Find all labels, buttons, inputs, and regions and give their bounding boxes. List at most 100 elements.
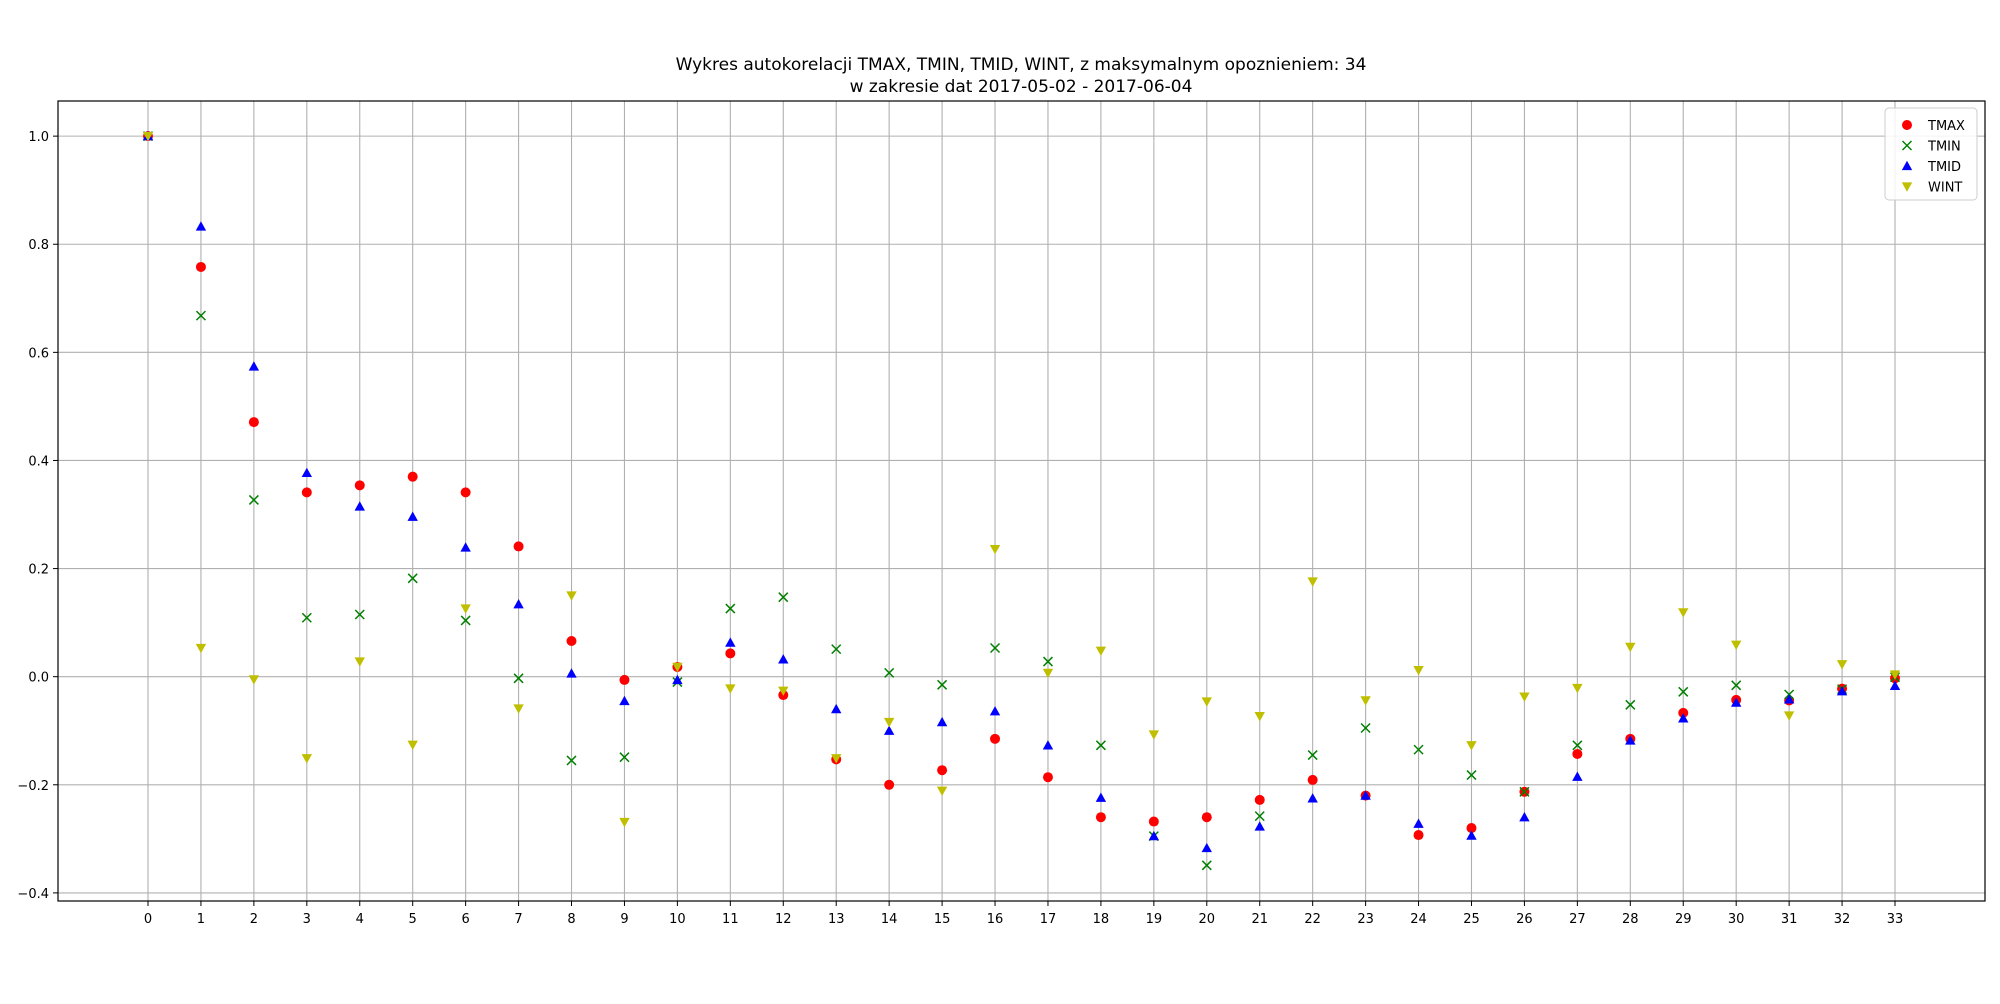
x-tick-label: 17 bbox=[1040, 912, 1057, 927]
data-point-tmax bbox=[990, 733, 1001, 744]
data-point-tmin bbox=[195, 310, 206, 321]
x-tick-label: 33 bbox=[1887, 912, 1904, 927]
legend-entry: TMIN bbox=[1901, 140, 1961, 155]
legend-box bbox=[1884, 107, 1978, 201]
data-point-wint bbox=[566, 591, 577, 601]
data-point-tmin bbox=[619, 752, 630, 763]
x-tick-label: 15 bbox=[934, 912, 951, 927]
data-point-tmid bbox=[1519, 812, 1530, 822]
plot-frame bbox=[57, 100, 1986, 902]
data-point-wint bbox=[1519, 692, 1530, 702]
legend-entry: TMID bbox=[1901, 160, 1961, 175]
data-point-tmid bbox=[1201, 842, 1212, 853]
data-point-wint bbox=[1889, 670, 1901, 680]
series-tmax bbox=[142, 131, 1901, 841]
data-point-wint bbox=[1148, 730, 1160, 740]
data-point-tmid bbox=[1836, 686, 1848, 696]
data-point-tmax bbox=[195, 261, 206, 272]
data-point-wint bbox=[1572, 683, 1583, 694]
data-point-tmax bbox=[937, 765, 948, 776]
x-tick-label: 28 bbox=[1622, 912, 1639, 927]
data-point-wint bbox=[513, 704, 524, 714]
legend-label: TMIN bbox=[1927, 140, 1961, 155]
data-point-tmin bbox=[1360, 722, 1371, 734]
x-tick-label: 31 bbox=[1781, 912, 1798, 927]
x-tick-label: 19 bbox=[1146, 912, 1163, 927]
data-point-wint bbox=[1307, 577, 1318, 587]
x-tick-label: 1 bbox=[197, 912, 205, 927]
data-point-wint bbox=[195, 643, 207, 654]
x-tick-label: 11 bbox=[722, 912, 739, 927]
legend-label: TMID bbox=[1927, 160, 1961, 175]
y-tick-label: 1.0 bbox=[28, 130, 49, 145]
data-point-tmin bbox=[989, 642, 1001, 654]
data-point-tmid bbox=[354, 501, 365, 511]
data-point-tmax bbox=[407, 471, 418, 482]
data-point-wint bbox=[301, 754, 313, 764]
x-tick-label: 32 bbox=[1834, 912, 1851, 927]
x-tick-label: 26 bbox=[1516, 912, 1533, 927]
x-tick-label: 2 bbox=[250, 912, 258, 927]
data-point-tmid bbox=[778, 654, 789, 664]
data-point-wint bbox=[1042, 668, 1054, 679]
data-point-tmax bbox=[884, 779, 895, 790]
legend-label: WINT bbox=[1928, 181, 1962, 196]
data-point-tmax bbox=[1678, 707, 1689, 718]
y-tick-label: 0.4 bbox=[28, 454, 49, 469]
data-point-tmin bbox=[778, 592, 789, 603]
data-point-tmid bbox=[989, 706, 1001, 716]
data-point-tmin bbox=[884, 667, 895, 678]
data-point-tmid bbox=[1466, 830, 1477, 840]
data-point-tmin bbox=[1466, 770, 1477, 781]
x-tick-label: 0 bbox=[144, 912, 152, 927]
data-point-tmax bbox=[619, 674, 630, 685]
data-point-tmin bbox=[566, 755, 577, 766]
x-tick-label: 21 bbox=[1251, 912, 1268, 927]
data-point-wint bbox=[1783, 711, 1795, 721]
data-point-tmax bbox=[1201, 812, 1212, 823]
y-tick-label: 0.6 bbox=[28, 346, 49, 361]
data-point-tmax bbox=[301, 487, 312, 498]
data-point-wint bbox=[1360, 696, 1371, 706]
x-tick-label: 4 bbox=[356, 912, 364, 927]
data-point-tmin bbox=[407, 573, 418, 584]
data-point-tmax bbox=[725, 648, 736, 659]
x-tick-label: 24 bbox=[1410, 912, 1427, 927]
grid bbox=[58, 101, 1985, 901]
data-point-tmax bbox=[566, 636, 577, 646]
data-point-tmin bbox=[937, 679, 948, 690]
x-tick-label: 18 bbox=[1093, 912, 1110, 927]
x-tick-label: 29 bbox=[1675, 912, 1692, 927]
data-point-tmid bbox=[831, 703, 842, 714]
data-point-tmin bbox=[1572, 740, 1583, 751]
data-point-tmid bbox=[1783, 694, 1795, 704]
x-tick-label: 27 bbox=[1569, 912, 1586, 927]
legend-entry: WINT bbox=[1901, 181, 1962, 196]
legend-marker bbox=[1901, 160, 1913, 171]
x-tick-label: 16 bbox=[987, 912, 1004, 927]
data-point-tmid bbox=[1095, 792, 1107, 802]
x-tick-label: 10 bbox=[669, 912, 686, 927]
legend-marker bbox=[1901, 182, 1913, 192]
y-tick-label: 0.8 bbox=[28, 238, 49, 253]
data-point-wint bbox=[831, 754, 842, 764]
data-point-tmid bbox=[195, 221, 207, 231]
data-point-tmin bbox=[301, 612, 312, 623]
data-point-tmin bbox=[831, 644, 842, 655]
data-point-tmid bbox=[619, 695, 630, 706]
series-wint bbox=[142, 131, 1901, 828]
data-marks bbox=[142, 130, 1901, 871]
data-point-tmid bbox=[1148, 830, 1160, 841]
data-point-tmid bbox=[1572, 771, 1583, 781]
data-point-tmid bbox=[1889, 680, 1901, 691]
x-tick-label: 22 bbox=[1304, 912, 1321, 927]
data-point-wint bbox=[1413, 666, 1424, 676]
x-tick-label: 3 bbox=[303, 912, 311, 927]
data-point-wint bbox=[248, 675, 260, 685]
data-point-tmid bbox=[1625, 735, 1636, 745]
data-point-wint bbox=[725, 684, 736, 694]
data-point-tmax bbox=[1095, 812, 1106, 823]
data-point-tmax bbox=[1413, 830, 1424, 841]
x-tick-label: 20 bbox=[1199, 912, 1216, 927]
